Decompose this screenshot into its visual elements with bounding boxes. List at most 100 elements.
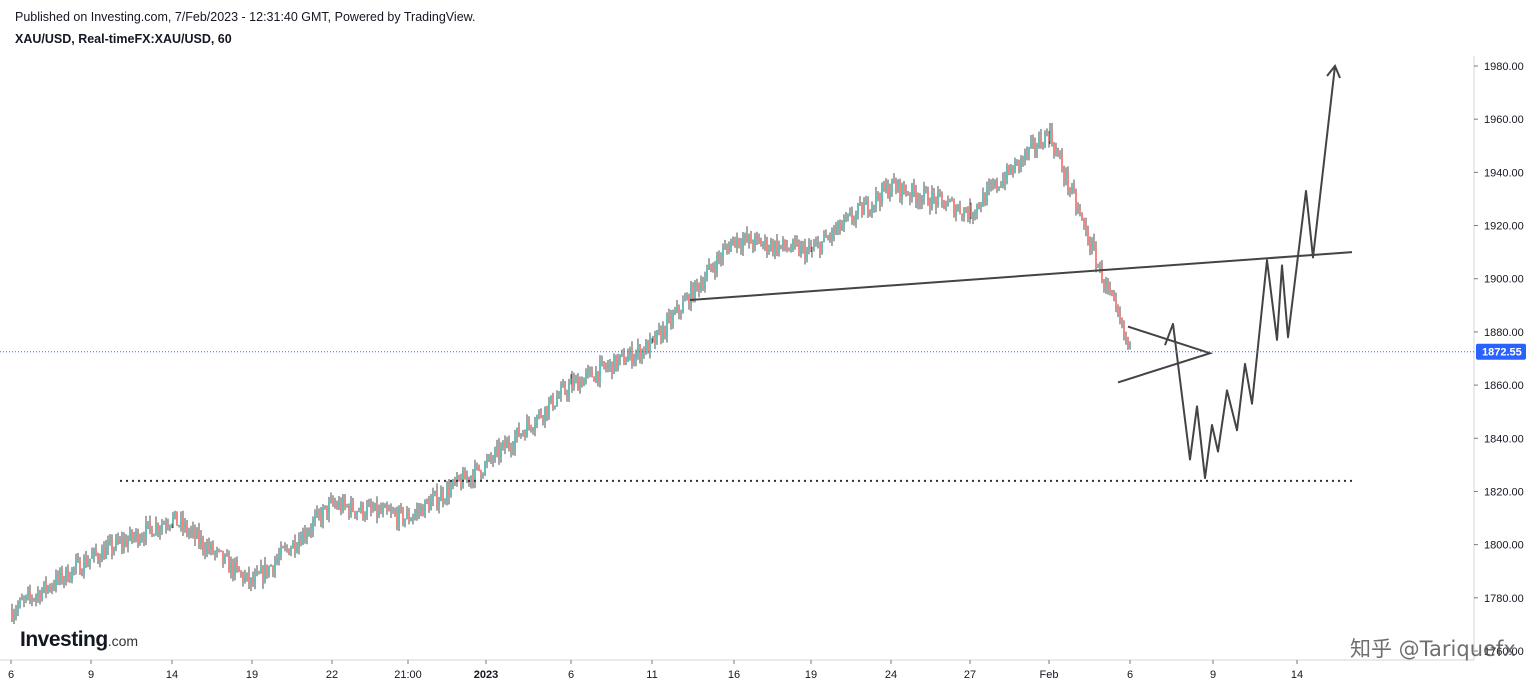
candle-body (1067, 171, 1069, 189)
candle-body (568, 384, 570, 396)
candle-body (31, 597, 33, 600)
candle-body (326, 505, 328, 516)
candle-body (482, 473, 484, 476)
candle-body (510, 447, 512, 451)
candle-body (1044, 132, 1046, 148)
candle-body (438, 501, 440, 507)
candle-body (724, 246, 726, 250)
candle-body (581, 380, 583, 387)
candle-body (292, 541, 294, 549)
candle-body (1119, 313, 1121, 322)
candle-body (143, 537, 145, 540)
candle-body (512, 448, 514, 451)
candle-body (933, 192, 935, 198)
candle-body (1028, 147, 1030, 155)
candle-body (418, 509, 420, 512)
candle-body (903, 183, 905, 191)
candle-body (1079, 208, 1081, 214)
drawings-layer (0, 64, 1474, 482)
candle-body (1012, 167, 1014, 174)
candle-body (714, 268, 716, 273)
candle-body (593, 377, 595, 382)
candle-body (127, 539, 129, 547)
candle-body (188, 532, 190, 534)
candle-body (13, 614, 15, 620)
candle-body (788, 249, 790, 251)
candle-body (666, 317, 668, 337)
candle-body (794, 240, 796, 243)
candle-body (752, 243, 754, 248)
candle-body (334, 503, 336, 505)
candle-body (151, 526, 153, 537)
candle-body (330, 498, 332, 502)
candle-body (137, 530, 139, 544)
candle-body (967, 212, 969, 218)
candle-body (33, 598, 35, 600)
x-tick-label: Feb (1040, 669, 1059, 681)
candle-body (949, 200, 951, 202)
candle-body (639, 346, 641, 360)
candle-body (43, 581, 45, 591)
candle-body (1091, 241, 1093, 250)
candle-body (396, 513, 398, 526)
candle-body (420, 506, 422, 512)
candle-body (907, 194, 909, 196)
candle-body (538, 411, 540, 416)
candle-body (750, 234, 752, 244)
candle-body (851, 213, 853, 221)
candle-body (372, 509, 374, 511)
candle-body (119, 539, 121, 543)
candle-body (754, 235, 756, 248)
candle-body (268, 566, 270, 576)
candle-body (645, 341, 647, 354)
candle-body (1069, 188, 1071, 192)
price-axis[interactable]: 1760.00 1780.00 1800.00 1820.00 1840.00 1860.… (1474, 61, 1526, 658)
candle-body (520, 433, 522, 437)
candle-body (350, 501, 352, 515)
candle-body (388, 510, 390, 512)
x-tick-label: 22 (326, 669, 338, 681)
candle-body (953, 200, 955, 216)
candle-body (69, 579, 71, 582)
candle-body (571, 378, 573, 388)
candle-body (635, 352, 637, 359)
candle-body (398, 507, 400, 526)
candle-body (875, 192, 877, 205)
candle-body (998, 186, 1000, 189)
candle-body (969, 204, 971, 218)
candle-body (115, 538, 117, 549)
candle-body (71, 568, 73, 580)
candle-body (919, 198, 921, 203)
candle-body (210, 543, 212, 550)
candle-body (978, 204, 980, 207)
candle-body (595, 371, 597, 382)
candle-body (486, 459, 488, 463)
candle-body (577, 377, 579, 391)
candle-body (915, 192, 917, 202)
candle-body (1073, 185, 1075, 193)
candle-body (909, 194, 911, 198)
candle-body (804, 245, 806, 260)
candle-body (410, 519, 412, 521)
candle-body (566, 392, 568, 396)
candle-body (766, 238, 768, 252)
candle-body (25, 595, 27, 600)
candle-body (59, 570, 61, 580)
candle-body (682, 301, 684, 313)
y-tick-label: 1780.00 (1484, 593, 1524, 605)
candle-body (67, 567, 69, 582)
logo-main: Investing (20, 628, 108, 651)
x-tick-label: 9 (1210, 669, 1216, 681)
candle-body (63, 579, 65, 582)
candle-body (430, 500, 432, 511)
time-axis[interactable]: 6 9 14 19 22 21:00 2023 6 11 16 19 24 27 Feb 6 9 14 (8, 660, 1303, 681)
candle-body (957, 205, 959, 210)
candle-body (1075, 192, 1077, 209)
candle-body (708, 264, 710, 270)
candle-body (27, 591, 29, 596)
candle-body (73, 567, 75, 569)
candle-body (1004, 179, 1006, 184)
candle-body (1099, 264, 1101, 267)
candle-body (762, 243, 764, 247)
